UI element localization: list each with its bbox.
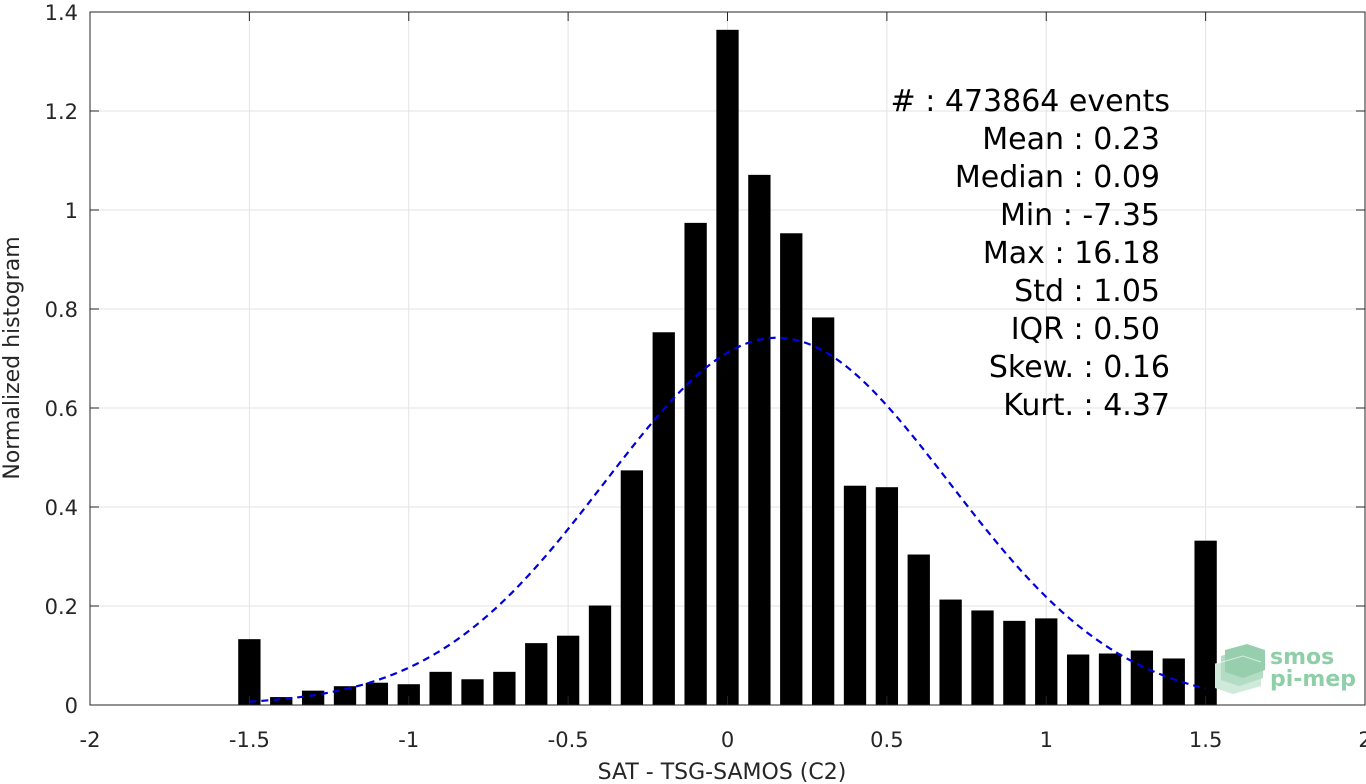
- y-axis-label: Normalized histogram: [0, 236, 25, 479]
- y-axis-ticks: 0 0.2 0.4 0.6 0.8 1 1.2 1.4: [45, 1, 1365, 718]
- x-axis-ticks: -2 -1.5 -1 -0.5 0 0.5 1 1.5 2: [80, 12, 1366, 752]
- y-tick-label: 1.4: [45, 1, 78, 25]
- y-tick-label: 0: [65, 694, 78, 718]
- y-tick-label: 0.8: [45, 298, 78, 322]
- stat-line: Min : -7.35: [1000, 198, 1160, 233]
- histogram-bar: [780, 233, 803, 705]
- histogram-bar: [365, 682, 389, 705]
- x-tick-label: 2: [1358, 728, 1366, 752]
- stat-line: Mean : 0.23: [982, 122, 1160, 157]
- histogram-bar: [429, 671, 452, 705]
- logo-layers-icon: [1214, 644, 1265, 694]
- x-axis-label: SAT - TSG-SAMOS (C2): [598, 760, 847, 784]
- stat-line: Std : 1.05: [1014, 274, 1160, 309]
- x-tick-label: 1.5: [1189, 728, 1222, 752]
- x-tick-label: -1.5: [229, 728, 270, 752]
- x-tick-label: 0.5: [870, 728, 903, 752]
- stat-line: Skew. : 0.16: [989, 350, 1170, 385]
- histogram-bar: [1194, 540, 1217, 705]
- histogram-bar: [716, 29, 739, 705]
- histogram-bar: [843, 485, 867, 705]
- histogram-bar: [811, 317, 835, 705]
- histogram-bar: [556, 635, 580, 705]
- histogram-bar: [1162, 658, 1185, 705]
- histogram-bar: [748, 174, 771, 706]
- stat-line: Max : 16.18: [983, 236, 1160, 271]
- histogram-bar: [525, 643, 548, 705]
- y-tick-label: 0.2: [45, 595, 78, 619]
- stat-line: Kurt. : 4.37: [1003, 388, 1170, 423]
- y-tick-label: 0.6: [45, 397, 78, 421]
- x-tick-label: 0: [721, 728, 734, 752]
- histogram-bar: [588, 605, 612, 705]
- stat-line: IQR : 0.50: [1011, 312, 1160, 347]
- gaussian-fit-curve: [249, 336, 1206, 703]
- x-tick-label: -2: [80, 728, 101, 752]
- x-tick-label: -0.5: [548, 728, 589, 752]
- histogram-bar: [461, 679, 484, 705]
- histogram-bar: [270, 697, 293, 705]
- bars: [238, 29, 1217, 706]
- histogram-bar: [620, 470, 644, 705]
- x-tick-label: -1: [398, 728, 419, 752]
- histogram-bar: [875, 487, 899, 705]
- histogram-bar: [684, 222, 707, 705]
- histogram-bar: [1066, 654, 1090, 705]
- histogram-bar: [1098, 653, 1122, 705]
- histogram-bar: [238, 639, 261, 705]
- histogram-bar: [1035, 618, 1058, 705]
- histogram-bar: [493, 671, 516, 705]
- histogram-bar: [971, 610, 994, 705]
- histogram-bar: [1003, 620, 1026, 705]
- y-tick-label: 0.4: [45, 496, 78, 520]
- histogram-bar: [939, 599, 962, 705]
- histogram-bar: [907, 554, 930, 705]
- histogram-bar: [1130, 650, 1154, 705]
- stat-line: Median : 0.09: [955, 160, 1160, 195]
- y-tick-label: 1.2: [45, 100, 78, 124]
- histogram-bar: [652, 332, 675, 705]
- logo-text-smos: smos: [1270, 645, 1334, 670]
- histogram-bar: [397, 684, 420, 705]
- histogram-bar: [301, 690, 325, 705]
- stat-line: # : 473864 events: [891, 84, 1170, 119]
- x-tick-label: 1: [1040, 728, 1053, 752]
- logo-text-pi-mep: pi-mep: [1270, 667, 1356, 692]
- y-tick-label: 1: [65, 199, 78, 223]
- smos-pi-mep-logo: smos pi-mep: [1214, 644, 1356, 694]
